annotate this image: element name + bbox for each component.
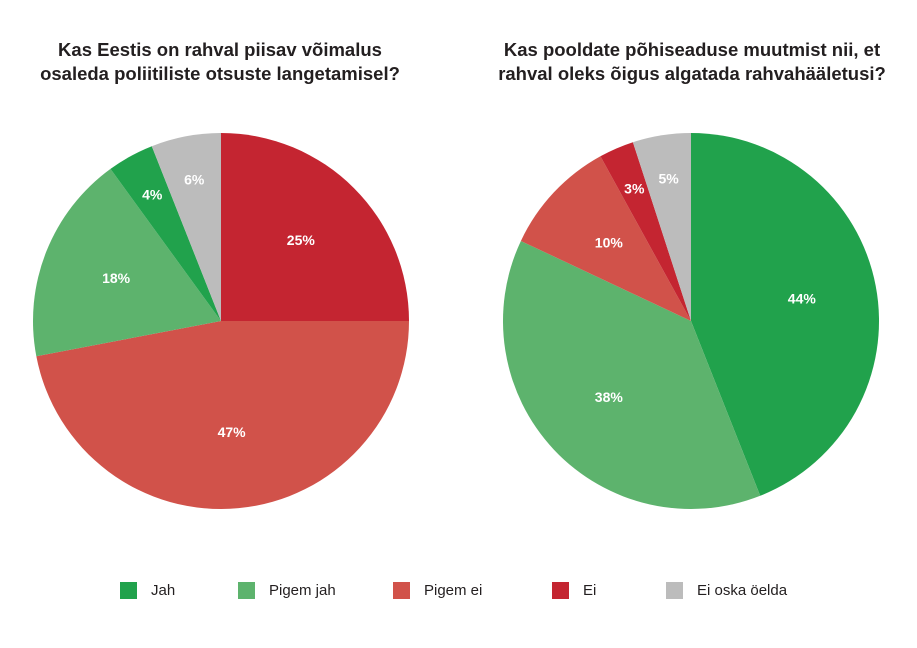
legend-item-ei: Ei xyxy=(552,576,596,604)
pie-0-label-pigem-jah: 18% xyxy=(102,270,131,286)
legend-label: Pigem ei xyxy=(424,581,483,599)
pie-1-slice-pigem-ei xyxy=(520,156,691,321)
pie-0-label-ei-oska: 6% xyxy=(184,171,205,187)
pie-0-slice-pigem-jah xyxy=(32,168,221,357)
legend-swatch-pigem-ei xyxy=(393,581,410,599)
legend-swatch-ei-oska xyxy=(666,581,683,599)
pie-0-label-jah: 4% xyxy=(142,187,163,203)
pie-0-slice-pigem-ei xyxy=(36,321,409,510)
pie-1-slice-ei xyxy=(600,142,691,321)
legend-label: Ei xyxy=(583,581,597,599)
legend-swatch-pigem-jah xyxy=(238,581,255,599)
pie-0-label-pigem-ei: 47% xyxy=(218,424,247,440)
pie-0-slice-ei xyxy=(221,133,409,321)
legend-label: Ei oska öelda xyxy=(697,581,788,599)
legend-item-jah: Jah xyxy=(120,576,175,604)
chart-title-left: Kas Eestis on rahval piisav võimalus osa… xyxy=(40,39,400,84)
pie-1-label-pigem-ei: 10% xyxy=(595,235,624,251)
legend-item-pigem-ei: Pigem ei xyxy=(393,576,482,604)
pie-0-label-ei: 25% xyxy=(287,232,316,248)
pie-1-label-ei-oska: 5% xyxy=(658,171,679,187)
pie-1-label-ei: 3% xyxy=(624,181,645,197)
pie-0-slice-ei-oska xyxy=(151,133,221,321)
chart-title-right: Kas pooldate põhiseaduse muutmist nii, e… xyxy=(498,39,886,84)
legend: Jah Pigem jah Pigem ei Ei Ei oska öelda xyxy=(0,576,917,604)
legend-label: Jah xyxy=(151,581,176,599)
legend-item-pigem-jah: Pigem jah xyxy=(238,576,336,604)
pie-1-slice-ei-oska xyxy=(632,133,691,321)
pie-1-slice-jah xyxy=(691,133,880,496)
legend-label: Pigem jah xyxy=(269,581,336,599)
pie-1-label-pigem-jah: 38% xyxy=(595,389,624,405)
pie-0-slice-jah xyxy=(110,146,221,321)
pie-1-label-jah: 44% xyxy=(788,291,817,307)
legend-swatch-jah xyxy=(120,581,137,599)
legend-swatch-ei xyxy=(552,581,569,599)
legend-item-ei-oska: Ei oska öelda xyxy=(666,576,787,604)
pie-1-slice-pigem-jah xyxy=(502,240,761,510)
